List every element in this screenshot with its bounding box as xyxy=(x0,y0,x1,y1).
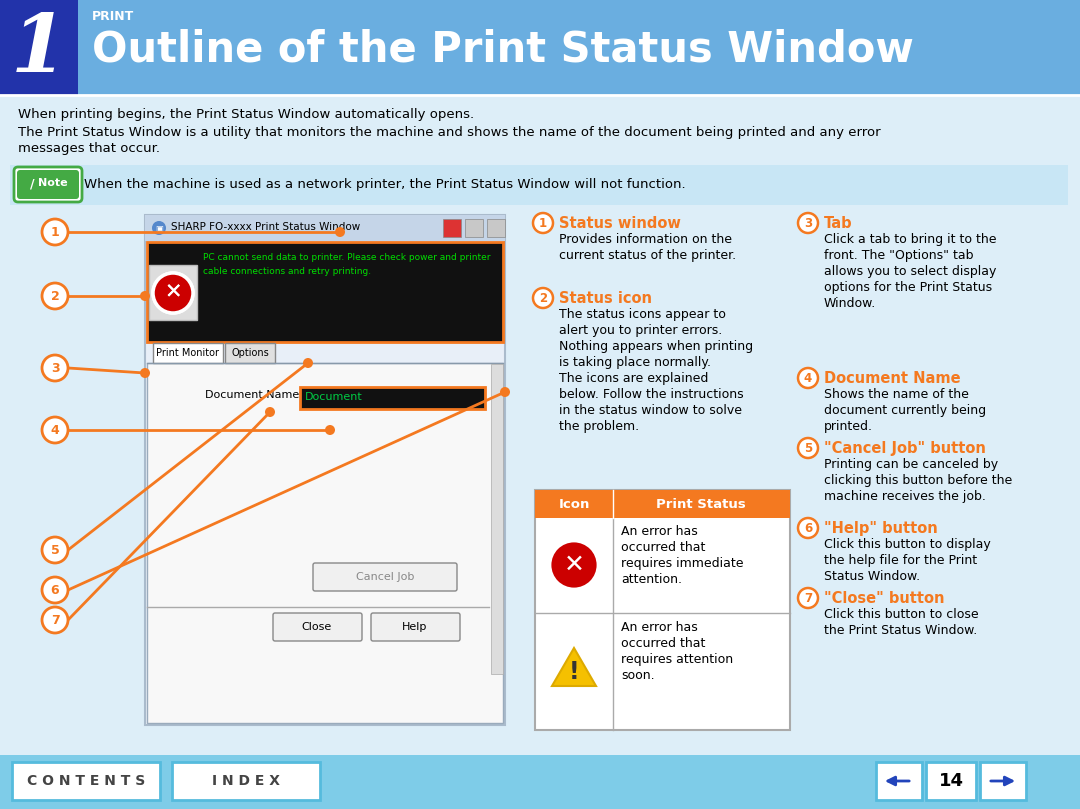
Text: 4: 4 xyxy=(804,371,812,384)
FancyBboxPatch shape xyxy=(153,343,222,363)
Circle shape xyxy=(798,438,818,458)
Text: Provides information on the
current status of the printer.: Provides information on the current stat… xyxy=(559,233,737,262)
Text: 7: 7 xyxy=(804,591,812,604)
FancyBboxPatch shape xyxy=(313,563,457,591)
FancyBboxPatch shape xyxy=(487,219,505,237)
FancyBboxPatch shape xyxy=(443,219,461,237)
FancyBboxPatch shape xyxy=(465,219,483,237)
Text: 3: 3 xyxy=(804,217,812,230)
Text: Note: Note xyxy=(38,178,68,188)
Text: 5: 5 xyxy=(804,442,812,455)
Circle shape xyxy=(798,368,818,388)
Text: An error has
occurred that
requires immediate
attention.: An error has occurred that requires imme… xyxy=(621,525,743,586)
FancyBboxPatch shape xyxy=(17,170,79,199)
Circle shape xyxy=(153,273,193,313)
Text: C O N T E N T S: C O N T E N T S xyxy=(27,774,145,788)
Circle shape xyxy=(534,288,553,308)
Text: Cancel Job: Cancel Job xyxy=(355,572,415,582)
Text: Status window: Status window xyxy=(559,216,680,231)
FancyBboxPatch shape xyxy=(876,762,922,800)
FancyBboxPatch shape xyxy=(145,215,505,241)
FancyBboxPatch shape xyxy=(0,95,1080,755)
Circle shape xyxy=(42,417,68,443)
FancyBboxPatch shape xyxy=(172,762,320,800)
Circle shape xyxy=(534,213,553,233)
Text: 2: 2 xyxy=(51,290,59,303)
Circle shape xyxy=(265,407,275,417)
Circle shape xyxy=(798,213,818,233)
Circle shape xyxy=(303,358,313,368)
Circle shape xyxy=(42,607,68,633)
Text: Outline of the Print Status Window: Outline of the Print Status Window xyxy=(92,28,914,70)
Text: "Close" button: "Close" button xyxy=(824,591,945,606)
FancyBboxPatch shape xyxy=(0,0,78,95)
Text: Print Status: Print Status xyxy=(657,498,746,510)
Text: 3: 3 xyxy=(51,362,59,375)
Text: ✕: ✕ xyxy=(564,553,584,577)
Circle shape xyxy=(42,355,68,381)
Text: !: ! xyxy=(569,660,579,684)
Text: ✕: ✕ xyxy=(164,283,181,303)
Text: ✕: ✕ xyxy=(164,283,181,303)
Text: The Print Status Window is a utility that monitors the machine and shows the nam: The Print Status Window is a utility tha… xyxy=(18,126,880,155)
Text: Document: Document xyxy=(305,392,363,402)
FancyBboxPatch shape xyxy=(980,762,1026,800)
Text: 1: 1 xyxy=(11,11,67,89)
FancyBboxPatch shape xyxy=(147,363,503,723)
Text: "Cancel Job" button: "Cancel Job" button xyxy=(824,441,986,456)
FancyBboxPatch shape xyxy=(10,165,1068,205)
Circle shape xyxy=(335,227,345,237)
Circle shape xyxy=(325,425,335,435)
FancyBboxPatch shape xyxy=(147,242,503,342)
Text: Click this button to display
the help file for the Print
Status Window.: Click this button to display the help fi… xyxy=(824,538,990,583)
FancyBboxPatch shape xyxy=(926,762,976,800)
Text: Status icon: Status icon xyxy=(559,291,652,306)
Text: "Help" button: "Help" button xyxy=(824,521,937,536)
Circle shape xyxy=(42,283,68,309)
Text: SHARP FO-xxxx Print Status Window: SHARP FO-xxxx Print Status Window xyxy=(171,222,361,232)
Text: Document Name: Document Name xyxy=(824,371,960,386)
FancyBboxPatch shape xyxy=(273,613,362,641)
Text: 6: 6 xyxy=(51,583,59,596)
Text: ▣: ▣ xyxy=(156,223,163,232)
FancyBboxPatch shape xyxy=(491,364,503,674)
Text: When the machine is used as a network printer, the Print Status Window will not : When the machine is used as a network pr… xyxy=(84,178,686,191)
Text: Help: Help xyxy=(403,622,428,632)
Text: 6: 6 xyxy=(804,522,812,535)
Text: Shows the name of the
document currently being
printed.: Shows the name of the document currently… xyxy=(824,388,986,433)
Circle shape xyxy=(798,588,818,608)
Text: /: / xyxy=(29,177,35,190)
Circle shape xyxy=(140,291,150,301)
Text: 2: 2 xyxy=(539,291,548,304)
Circle shape xyxy=(798,518,818,538)
Circle shape xyxy=(550,541,598,589)
Text: Print Monitor: Print Monitor xyxy=(157,348,219,358)
Text: 14: 14 xyxy=(939,772,963,790)
FancyBboxPatch shape xyxy=(149,265,197,320)
Text: 7: 7 xyxy=(51,613,59,626)
Text: Printing can be canceled by
clicking this button before the
machine receives the: Printing can be canceled by clicking thi… xyxy=(824,458,1012,503)
FancyBboxPatch shape xyxy=(145,215,505,725)
Circle shape xyxy=(42,577,68,603)
Text: The status icons appear to
alert you to printer errors.
Nothing appears when pri: The status icons appear to alert you to … xyxy=(559,308,753,433)
Circle shape xyxy=(152,221,166,235)
FancyBboxPatch shape xyxy=(12,762,160,800)
Circle shape xyxy=(140,368,150,378)
FancyBboxPatch shape xyxy=(535,490,789,518)
FancyBboxPatch shape xyxy=(0,0,1080,95)
Text: Document Name:: Document Name: xyxy=(205,390,302,400)
Text: cable connections and retry printing.: cable connections and retry printing. xyxy=(203,267,372,276)
Text: I N D E X: I N D E X xyxy=(212,774,280,788)
Text: 1: 1 xyxy=(539,217,548,230)
Text: PC cannot send data to printer. Please check power and printer: PC cannot send data to printer. Please c… xyxy=(203,253,490,262)
Text: Options: Options xyxy=(231,348,269,358)
Text: When printing begins, the Print Status Window automatically opens.: When printing begins, the Print Status W… xyxy=(18,108,474,121)
Text: Close: Close xyxy=(302,622,333,632)
Text: 5: 5 xyxy=(51,544,59,557)
Text: An error has
occurred that
requires attention
soon.: An error has occurred that requires atte… xyxy=(621,621,733,682)
Text: 4: 4 xyxy=(51,423,59,437)
Circle shape xyxy=(153,273,193,313)
FancyBboxPatch shape xyxy=(225,343,275,363)
Text: Click this button to close
the Print Status Window.: Click this button to close the Print Sta… xyxy=(824,608,978,637)
